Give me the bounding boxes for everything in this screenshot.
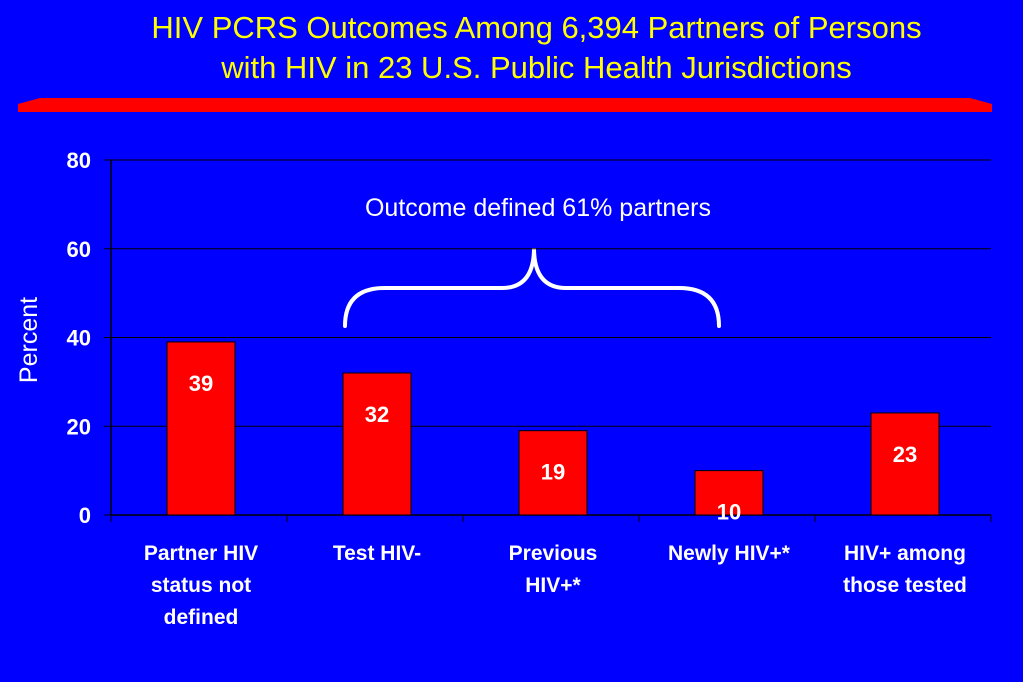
y-tick-label: 20 xyxy=(67,414,91,439)
title-underline-rule xyxy=(18,98,992,112)
bar xyxy=(694,470,764,516)
x-category-label: Newly HIV+* xyxy=(668,542,791,565)
x-category-label: Previous xyxy=(509,542,598,565)
y-tick-label: 80 xyxy=(67,148,91,173)
y-tick-label: 60 xyxy=(67,237,91,262)
x-category-label: HIV+ among xyxy=(844,542,966,565)
x-category-label: status not xyxy=(151,574,251,597)
x-category-label: Test HIV- xyxy=(333,542,421,565)
bar xyxy=(870,412,940,516)
x-category-label: defined xyxy=(164,606,239,629)
slide-title-line-1: HIV PCRS Outcomes Among 6,394 Partners o… xyxy=(151,10,922,45)
bar-data-label: 23 xyxy=(893,442,917,467)
slide-title-line-2: with HIV in 23 U.S. Public Health Jurisd… xyxy=(221,50,852,85)
x-category-label: those tested xyxy=(843,574,967,597)
bar xyxy=(166,341,236,516)
curly-brace xyxy=(343,247,721,328)
y-tick-label: 40 xyxy=(67,326,91,351)
bar-data-label: 39 xyxy=(189,371,213,396)
y-axis-title: Percent xyxy=(15,297,43,383)
y-tick-label: 0 xyxy=(79,503,91,528)
annotation-text: Outcome defined 61% partners xyxy=(365,194,711,222)
bar xyxy=(342,372,412,516)
slide-title: HIV PCRS Outcomes Among 6,394 Partners o… xyxy=(0,8,1023,88)
bar-data-label: 32 xyxy=(365,402,389,427)
x-category-label: Partner HIV xyxy=(144,542,258,565)
bar xyxy=(518,430,588,516)
bar-data-label: 19 xyxy=(541,460,565,485)
x-category-label: HIV+* xyxy=(525,574,581,597)
bar-data-label: 10 xyxy=(717,500,741,525)
